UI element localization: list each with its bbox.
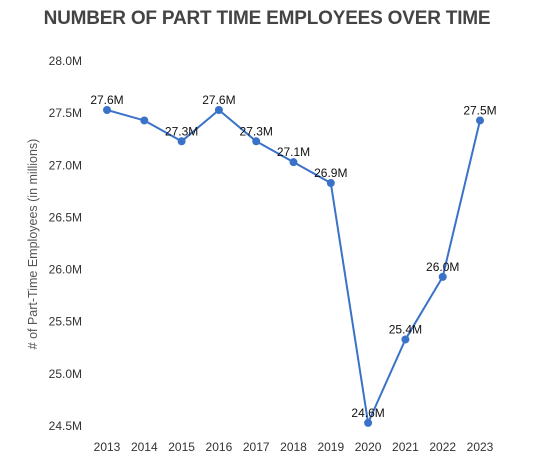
y-axis-ticks: 24.5M 25.0M 25.5M 26.0M 26.5M 27.0M 27.5M 28.0M — [49, 54, 82, 433]
chart-title: NUMBER OF PART TIME EMPLOYEES OVER TIME — [43, 8, 491, 29]
data-label: 26.9M — [314, 166, 347, 180]
y-tick-label: 25.5M — [49, 315, 82, 329]
data-point — [103, 106, 111, 115]
data-point — [364, 418, 373, 427]
x-axis-ticks: 2013 2014 2015 2016 2017 2018 2019 2020 2021 2022… — [94, 440, 494, 454]
data-label: 27.1M — [277, 145, 310, 159]
data-point — [401, 335, 410, 344]
data-points — [103, 106, 484, 427]
x-tick-label: 2015 — [168, 440, 195, 454]
x-tick-label: 2021 — [392, 440, 419, 454]
y-tick-label: 25.0M — [49, 367, 82, 381]
y-tick-label: 26.0M — [49, 263, 82, 277]
x-tick-label: 2022 — [429, 440, 456, 454]
x-tick-label: 2017 — [243, 440, 270, 454]
y-tick-label: 27.0M — [49, 158, 82, 172]
y-tick-label: 27.5M — [49, 106, 82, 120]
data-point — [177, 137, 186, 146]
data-label: 27.3M — [240, 124, 273, 138]
x-tick-label: 2023 — [467, 440, 494, 454]
data-point — [326, 179, 335, 188]
data-point — [140, 116, 149, 125]
data-label: 27.6M — [202, 93, 235, 107]
y-axis-label: # of Part-Time Employees (in millions) — [26, 139, 40, 350]
data-label: 24.6M — [351, 406, 384, 420]
x-tick-label: 2018 — [280, 440, 307, 454]
x-tick-label: 2020 — [355, 440, 382, 454]
y-tick-label: 28.0M — [49, 54, 82, 68]
data-label: 25.4M — [389, 322, 422, 336]
data-label: 27.3M — [165, 124, 198, 138]
x-tick-label: 2016 — [206, 440, 233, 454]
data-label: 27.6M — [90, 93, 123, 107]
data-label: 27.5M — [463, 103, 496, 117]
x-tick-label: 2019 — [317, 440, 344, 454]
data-labels: 27.6M 27.3M 27.6M 27.3M 27.1M 26.9M 24.6M 25.4M… — [90, 93, 496, 420]
x-tick-label: 2014 — [131, 440, 158, 454]
y-tick-label: 26.5M — [49, 210, 82, 224]
x-tick-label: 2013 — [94, 440, 121, 454]
y-tick-label: 24.5M — [49, 419, 82, 433]
data-point — [214, 106, 223, 115]
data-point — [476, 116, 484, 125]
data-label: 26.0M — [426, 260, 459, 274]
data-point — [438, 272, 447, 281]
data-point — [252, 137, 261, 146]
data-point — [289, 158, 298, 167]
